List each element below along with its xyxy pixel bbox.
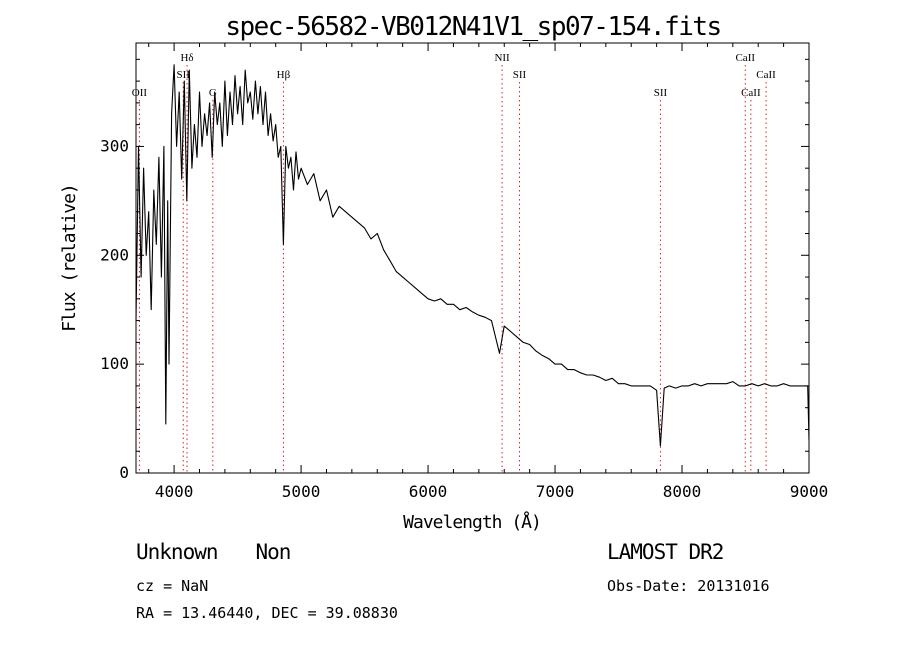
marker-label: CaII (756, 69, 776, 81)
marker-label: NII (494, 52, 510, 64)
x-axis-label: Wavelength (Å) (403, 511, 541, 533)
marker-label: SII (513, 69, 527, 81)
marker-label: G (209, 87, 217, 99)
marker-label: Hδ (180, 52, 193, 64)
x-tick-label: 7000 (536, 482, 575, 501)
object-subclass: Non (255, 540, 292, 564)
marker-label: SII (654, 87, 668, 99)
y-tick-label: 300 (100, 136, 129, 155)
x-tick-label: 4000 (155, 482, 194, 501)
marker-label: OII (132, 87, 148, 99)
plot-frame (135, 42, 810, 474)
x-tick-label: 5000 (282, 482, 321, 501)
y-tick-label: 0 (119, 463, 129, 482)
marker-label: CaII (735, 52, 755, 64)
marker-label: CaII (741, 87, 761, 99)
y-tick-label: 200 (100, 245, 129, 264)
y-axis-label: Flux (relative) (59, 184, 80, 332)
series-line-spectrum (135, 64, 810, 447)
marker-label: SII (177, 69, 191, 81)
x-tick-label: 8000 (663, 482, 702, 501)
survey-name: LAMOST DR2 (607, 540, 724, 564)
chart-title: spec-56582-VB012N41V1_sp07-154.fits (225, 12, 720, 42)
ra-dec-coordinates: RA = 13.46440, DEC = 39.08830 (136, 604, 398, 622)
object-class: Unknown (136, 540, 219, 564)
axis-ticks: 4000 5000 6000 7000 8000 9000 0 100 200 300 (100, 43, 828, 501)
x-tick-label: 6000 (409, 482, 448, 501)
x-tick-label: 9000 (790, 482, 829, 501)
redshift-cz: cz = NaN (136, 577, 209, 595)
object-classification: Unknown Non (136, 540, 292, 564)
observation-date: Obs-Date: 20131016 (607, 577, 770, 595)
marker-label: Hβ (277, 69, 291, 81)
y-tick-label: 100 (100, 354, 129, 373)
